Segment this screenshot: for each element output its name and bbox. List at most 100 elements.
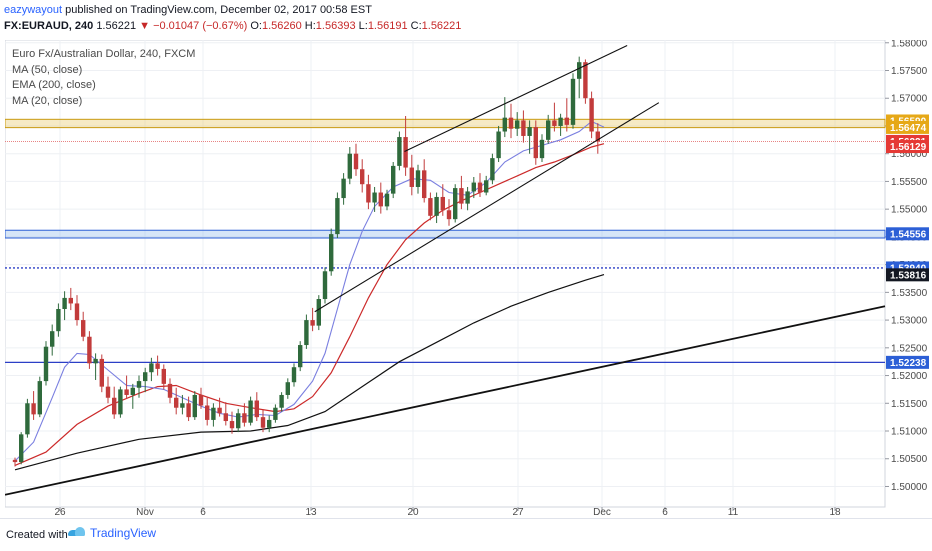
- candle-body: [471, 182, 476, 192]
- candle-body: [527, 127, 532, 136]
- candle-body: [353, 153, 359, 170]
- y-tick-label: 1.51000: [891, 427, 928, 438]
- price-chart[interactable]: 1.580001.575001.570001.565001.560001.555…: [5, 40, 930, 515]
- y-tick-label: 1.53000: [891, 316, 928, 327]
- price-tag: [886, 120, 929, 134]
- candle-body: [329, 234, 334, 272]
- indicator-legend: Euro Fx/Australian Dollar, 240, FXCM MA …: [12, 47, 195, 109]
- plot-area: [5, 40, 886, 508]
- candle-body: [546, 120, 551, 140]
- y-tick-label: 1.57000: [891, 94, 928, 105]
- candle-body: [298, 345, 303, 368]
- ma50-line: [14, 143, 605, 466]
- ohlc-bar: FX:EURAUD, 240 1.56221 ▼ −0.01047 (−0.67…: [4, 20, 461, 32]
- candle-body: [384, 193, 390, 207]
- publish-info: eazywayout published on TradingView.com,…: [4, 4, 372, 16]
- candle-body: [335, 198, 340, 235]
- candle-body: [124, 389, 129, 395]
- y-tick-label: 1.53500: [891, 288, 928, 299]
- candle-body: [459, 188, 464, 204]
- y-tick-label: 1.51500: [891, 399, 928, 410]
- candle-body: [508, 117, 514, 129]
- candle-body: [25, 403, 30, 435]
- candle-body: [484, 180, 489, 193]
- candle-body: [74, 303, 80, 321]
- candle-body: [37, 381, 42, 415]
- author-link[interactable]: eazywayout: [4, 4, 63, 16]
- candle-body: [248, 400, 253, 423]
- price-tag: [886, 268, 929, 282]
- candle-body: [322, 271, 328, 300]
- candle-body: [291, 367, 297, 383]
- candle-body: [521, 120, 526, 136]
- legend-ema200[interactable]: EMA (200, close): [12, 79, 96, 91]
- candle-body: [415, 170, 421, 187]
- symbol-label: FX:EURAUD, 240: [4, 20, 94, 32]
- candle-body: [490, 158, 495, 181]
- y-tick-label: 1.58000: [891, 40, 928, 49]
- candle-body: [143, 372, 148, 382]
- candle-body: [112, 397, 117, 415]
- candle-body: [43, 346, 49, 382]
- candle-body: [56, 308, 61, 332]
- chart-panel[interactable]: 1.580001.575001.570001.565001.560001.555…: [5, 40, 930, 515]
- candle-body: [564, 117, 569, 125]
- candle-body: [273, 407, 278, 420]
- change-value: ▼ −0.01047 (−0.67%): [139, 20, 248, 32]
- candle-body: [105, 386, 111, 398]
- x-tick-label: 11: [728, 507, 739, 515]
- candle-body: [453, 188, 458, 220]
- candle-body: [577, 62, 582, 79]
- price-tag-label: 1.52238: [890, 358, 927, 369]
- y-tick-label: 1.50000: [891, 482, 928, 493]
- candle-body: [372, 192, 377, 203]
- candle-body: [310, 320, 315, 326]
- candle-body: [403, 137, 408, 168]
- ma20-line: [14, 120, 605, 462]
- candle-body: [366, 184, 371, 203]
- candle-body: [217, 407, 222, 414]
- trendline: [314, 102, 660, 313]
- candle-body: [409, 167, 414, 187]
- candle-body: [558, 117, 563, 126]
- gold-zone: [5, 118, 886, 129]
- candle-body: [446, 210, 452, 220]
- legend-title: Euro Fx/Australian Dollar, 240, FXCM: [12, 48, 196, 60]
- candle-body: [477, 182, 483, 193]
- tradingview-logo-icon: [68, 527, 86, 539]
- candle-body: [434, 196, 439, 216]
- last-price: 1.56221: [96, 20, 137, 32]
- open-label: O:: [250, 20, 262, 32]
- candle-body: [180, 403, 185, 408]
- candle-body: [62, 297, 67, 309]
- candle-body: [242, 413, 247, 423]
- candle-body: [50, 331, 55, 347]
- y-tick-label: 1.50500: [891, 454, 928, 465]
- close-label: C:: [410, 20, 422, 32]
- legend-ma50[interactable]: MA (50, close): [12, 63, 83, 76]
- price-tag: [886, 355, 929, 369]
- brand-label: TradingView: [90, 526, 157, 540]
- candle-body: [149, 363, 154, 373]
- price-tag-label: 1.54556: [890, 229, 927, 240]
- candle-body: [589, 98, 594, 132]
- candle-body: [87, 336, 92, 364]
- candle-body: [130, 387, 135, 395]
- y-tick-label: 1.52000: [891, 371, 928, 382]
- low-label: L:: [358, 20, 368, 32]
- candle-body: [136, 381, 142, 388]
- x-tick-label: 13: [305, 507, 317, 515]
- candle-body: [583, 62, 588, 99]
- footer-bar: Created with TradingView: [0, 518, 932, 551]
- candle-body: [341, 178, 346, 199]
- candle-body: [465, 191, 470, 204]
- legend-ma20[interactable]: MA (20, close): [12, 94, 83, 107]
- tradingview-link[interactable]: TradingView: [68, 526, 156, 540]
- y-tick-label: 1.57500: [891, 66, 928, 77]
- candle-body: [93, 358, 98, 364]
- candle-body: [285, 382, 290, 395]
- candle-body: [118, 389, 123, 415]
- candle-body: [428, 198, 433, 216]
- x-tick-label: 6: [662, 507, 668, 515]
- x-tick-label: 20: [407, 507, 419, 515]
